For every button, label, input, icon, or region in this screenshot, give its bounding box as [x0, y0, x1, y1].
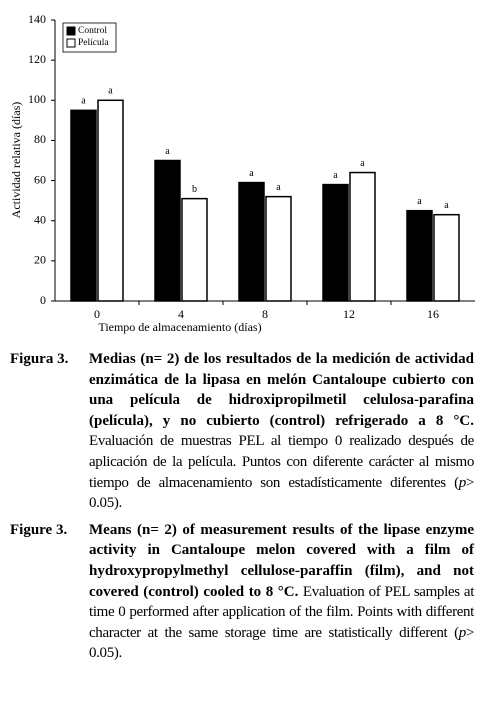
letter-label: a	[417, 196, 422, 207]
caption-end: > 0.05).	[89, 624, 474, 662]
bar	[181, 197, 208, 302]
bar	[70, 109, 97, 302]
caption-label: Figura 3.	[10, 351, 69, 367]
caption-bold: Medias (n= 2) de los resultados de la me…	[89, 351, 474, 429]
letter-label: a	[165, 146, 170, 157]
bar	[238, 181, 265, 302]
letter-label: a	[276, 182, 281, 193]
captions: Figura 3. Medias (n= 2) de los resultados…	[0, 349, 482, 664]
caption-label: Figure 3.	[10, 521, 68, 538]
caption-bold: Means (n= 2) of measurement results of t…	[89, 521, 474, 600]
bar	[406, 209, 433, 302]
caption-text: Evaluación de muestras PEL al tiempo 0 r…	[89, 433, 474, 491]
y-tick-label: 140	[28, 12, 46, 26]
bar	[154, 159, 181, 302]
legend-label: Película	[78, 38, 109, 48]
y-tick-label: 100	[28, 92, 46, 106]
caption: Figure 3. Means (n= 2) of measurement res…	[10, 520, 474, 664]
letter-label: b	[192, 184, 197, 195]
letter-label: a	[444, 200, 449, 211]
bar	[265, 195, 292, 302]
caption-body: Means (n= 2) of measurement results of t…	[89, 520, 474, 664]
y-axis-title: Actividad relativa (días)	[9, 102, 23, 219]
bar	[97, 99, 124, 302]
x-tick-label: 16	[427, 307, 439, 321]
y-tick-label: 80	[34, 132, 46, 146]
y-tick-label: 120	[28, 52, 46, 66]
y-tick-label: 60	[34, 172, 46, 186]
caption-body: Medias (n= 2) de los resultados de la me…	[89, 349, 474, 514]
x-axis-title: Tiempo de almacenamiento (días)	[98, 320, 261, 334]
bar	[349, 171, 376, 302]
bar	[322, 183, 349, 302]
caption-italic: p	[458, 474, 467, 491]
caption-italic: p	[458, 624, 467, 641]
x-tick-label: 12	[343, 307, 355, 321]
legend-swatch	[66, 26, 76, 36]
caption-end: > 0.05).	[89, 474, 474, 512]
y-tick-label: 40	[34, 212, 46, 226]
x-tick-label: 4	[178, 307, 184, 321]
y-tick-label: 20	[34, 253, 46, 267]
letter-label: a	[81, 96, 86, 107]
y-tick-label: 0	[40, 293, 46, 307]
bar	[433, 213, 460, 302]
caption: Figura 3. Medias (n= 2) de los resultados…	[10, 349, 474, 514]
letter-label: a	[249, 168, 254, 179]
x-tick-label: 8	[262, 307, 268, 321]
legend-label: Control	[78, 26, 107, 36]
chart: Tiempo de almacenamiento (días) Activida…	[9, 12, 475, 334]
legend-swatch	[66, 38, 76, 48]
x-tick-label: 0	[94, 307, 100, 321]
letter-label: a	[360, 158, 365, 169]
letter-label: a	[333, 170, 338, 181]
letter-label: a	[108, 86, 113, 97]
caption-text: Evaluation of PEL samples at time 0 perf…	[89, 583, 475, 641]
